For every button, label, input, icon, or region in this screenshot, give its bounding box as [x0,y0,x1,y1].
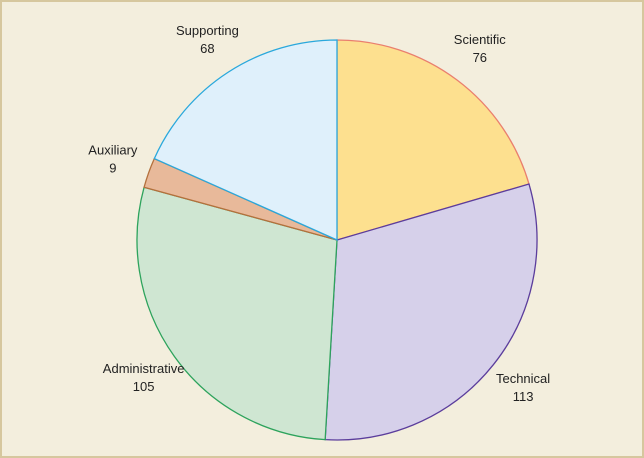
pie-slice [336,39,530,241]
slice-value: 105 [133,379,155,394]
slice-label: Auxiliary [88,142,138,157]
slice-value: 9 [109,160,116,175]
slice-label: Technical [496,371,550,386]
pie-slice [136,186,338,441]
slice-label: Administrative [103,361,185,376]
slice-value: 113 [513,389,534,404]
pie-slice [153,39,338,242]
pie-slice [324,183,538,441]
slice-label: Scientific [454,32,507,47]
slice-label: Supporting [176,23,239,38]
slice-value: 76 [473,50,487,65]
slice-value: 68 [200,41,214,56]
